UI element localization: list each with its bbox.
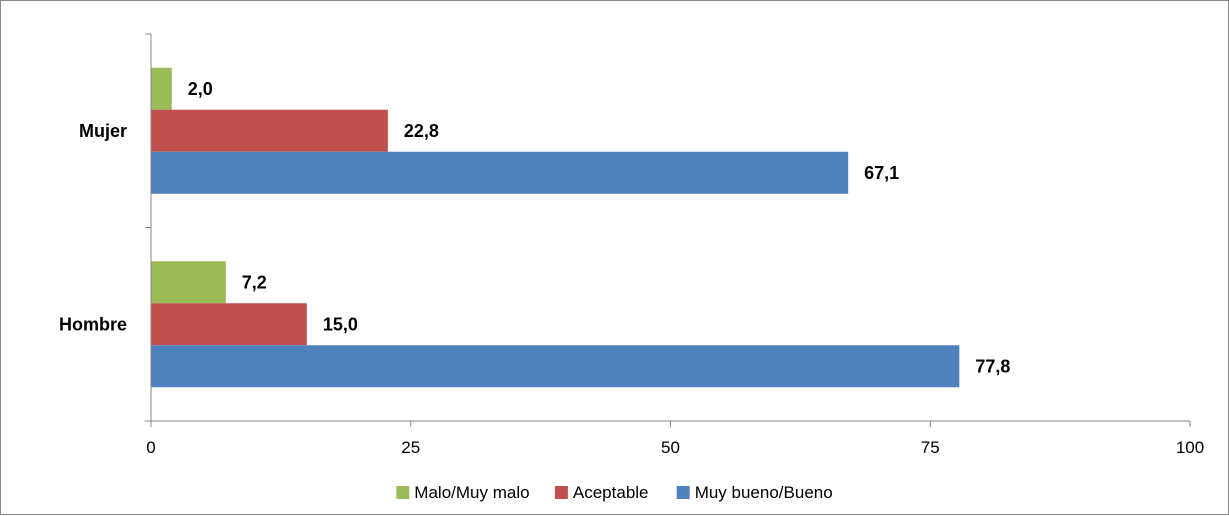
bar-muy-bueno-bueno-hombre — [151, 345, 960, 388]
x-tick-label: 0 — [146, 438, 155, 457]
data-label: 2,0 — [188, 79, 213, 99]
data-label: 15,0 — [323, 314, 358, 334]
data-label: 77,8 — [975, 356, 1010, 376]
x-tick-label: 100 — [1176, 438, 1204, 457]
x-tick-label: 25 — [401, 438, 420, 457]
bar-aceptable-mujer — [151, 109, 388, 152]
x-tick-label: 50 — [661, 438, 680, 457]
legend-swatch-muy-bueno-bueno — [676, 486, 690, 499]
legend-label-muy-bueno-bueno: Muy bueno/Bueno — [695, 483, 833, 502]
data-label: 67,1 — [864, 163, 899, 183]
legend-label-aceptable: Aceptable — [573, 483, 649, 502]
bar-aceptable-hombre — [151, 303, 307, 346]
data-label: 7,2 — [242, 272, 267, 292]
bar-malo-muy-malo-hombre — [151, 261, 226, 304]
legend-swatch-malo-muy-malo — [396, 486, 410, 499]
x-tick-label: 75 — [921, 438, 940, 457]
bar-muy-bueno-bueno-mujer — [151, 151, 849, 194]
legend-swatch-aceptable — [554, 486, 568, 499]
category-label-mujer: Mujer — [79, 121, 127, 141]
bar-malo-muy-malo-mujer — [151, 67, 172, 110]
legend-label-malo-muy-malo: Malo/Muy malo — [414, 483, 529, 502]
category-label-hombre: Hombre — [59, 314, 127, 334]
data-label: 22,8 — [404, 121, 439, 141]
